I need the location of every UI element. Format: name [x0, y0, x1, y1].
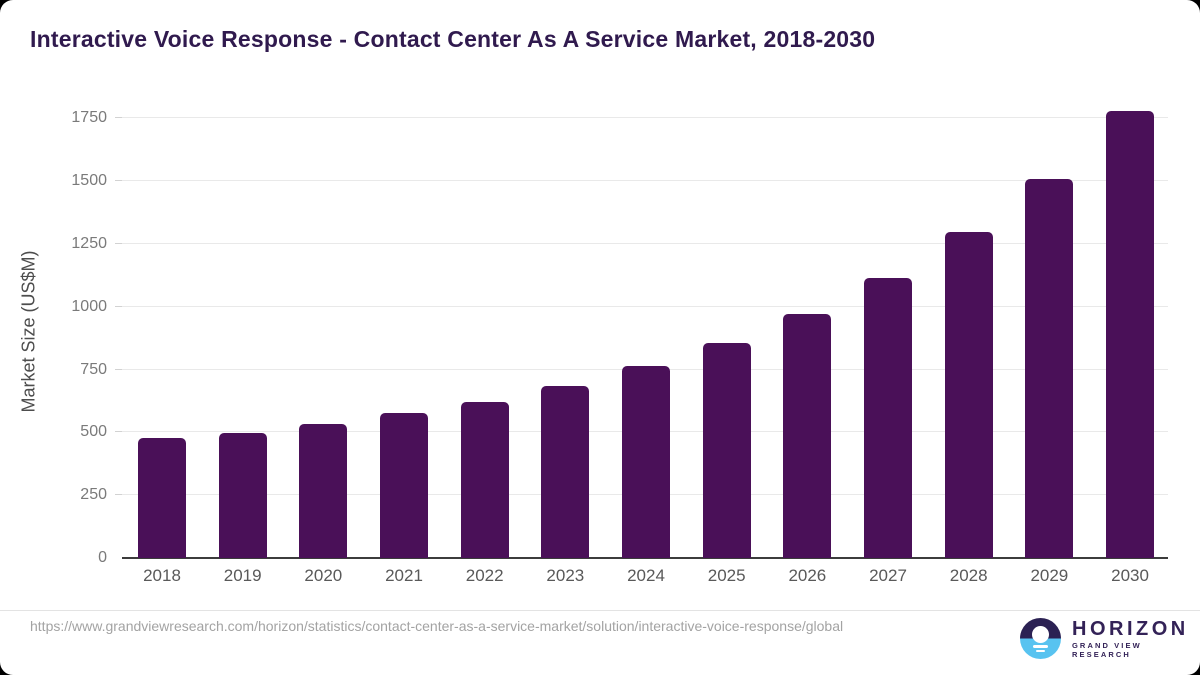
- gridline: [122, 242, 1168, 244]
- y-axis-title: Market Size (US$M): [18, 250, 39, 413]
- x-tick-label: 2018: [143, 566, 181, 585]
- x-tick-label: 2021: [385, 566, 423, 585]
- logo-name: HORIZON: [1072, 618, 1189, 640]
- bar-2026[interactable]: [783, 314, 832, 558]
- y-tick-label: 500: [80, 423, 107, 441]
- gridline: [122, 305, 1168, 307]
- wave-icon: [1036, 650, 1045, 652]
- bar-2023[interactable]: [541, 385, 590, 558]
- x-tick-label: 2025: [707, 566, 746, 585]
- y-tick-label: 250: [80, 486, 107, 504]
- bar-2019[interactable]: [218, 432, 267, 558]
- x-tick-label: 2020: [304, 566, 343, 585]
- y-axis-tick: [115, 180, 122, 182]
- y-axis-tick: [115, 242, 122, 244]
- horizon-logo-icon: [1020, 618, 1061, 659]
- x-tick-label: 2019: [223, 566, 262, 585]
- x-tick-label: 2030: [1111, 566, 1149, 585]
- x-tick-label: 2026: [788, 566, 827, 585]
- bar-2027[interactable]: [864, 277, 913, 558]
- x-tick-label: 2028: [949, 566, 988, 585]
- bar-2030[interactable]: [1106, 110, 1155, 558]
- horizon-logo-text: HORIZON GRAND VIEW RESEARCH: [1072, 618, 1200, 659]
- x-tick-label: 2023: [546, 566, 585, 585]
- plot-area: [115, 105, 1168, 559]
- y-tick-label: 1750: [71, 109, 107, 127]
- x-tick-label: 2027: [869, 566, 907, 585]
- gridline: [122, 180, 1168, 182]
- bar-2024[interactable]: [622, 365, 671, 558]
- bar-2020[interactable]: [299, 423, 348, 558]
- y-axis-tick: [115, 494, 122, 496]
- y-tick-label: 0: [98, 549, 107, 566]
- logo-subtitle: GRAND VIEW RESEARCH: [1072, 641, 1142, 659]
- bar-2028[interactable]: [944, 232, 993, 558]
- horizon-logo[interactable]: HORIZON GRAND VIEW RESEARCH: [1020, 618, 1200, 659]
- y-axis-tick: [115, 368, 122, 370]
- y-tick-label: 1500: [71, 172, 107, 190]
- bar-2025[interactable]: [702, 342, 751, 558]
- footer-divider: [0, 610, 1200, 611]
- x-tick-label: 2022: [465, 566, 504, 585]
- sun-icon: [1032, 626, 1049, 643]
- y-tick-label: 1000: [71, 297, 107, 315]
- y-tick-label: 1250: [71, 234, 107, 252]
- x-tick-label: 2029: [1030, 566, 1069, 585]
- chart-title: Interactive Voice Response - Contact Cen…: [30, 26, 876, 52]
- y-axis-tick: [115, 305, 122, 307]
- bar-2018[interactable]: [138, 438, 186, 558]
- bar-2021[interactable]: [380, 412, 428, 558]
- gridline: [122, 117, 1168, 119]
- bar-2022[interactable]: [460, 401, 509, 558]
- y-axis-tick: [115, 431, 122, 433]
- x-axis-line: [122, 557, 1168, 559]
- wave-icon: [1033, 645, 1048, 648]
- bar-2029[interactable]: [1025, 179, 1074, 558]
- source-url: https://www.grandviewresearch.com/horizo…: [30, 618, 844, 634]
- y-tick-label: 750: [80, 360, 107, 378]
- y-axis-tick: [115, 117, 122, 119]
- x-tick-label: 2024: [627, 566, 665, 585]
